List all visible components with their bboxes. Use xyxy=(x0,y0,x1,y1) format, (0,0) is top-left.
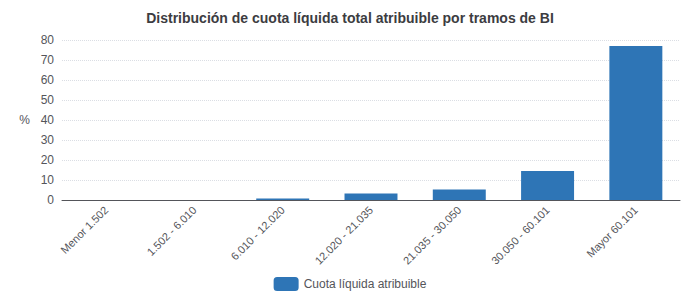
svg-text:1.502 - 6.010: 1.502 - 6.010 xyxy=(144,204,198,258)
svg-text:Menor 1.502: Menor 1.502 xyxy=(58,204,110,256)
svg-text:80: 80 xyxy=(41,33,55,47)
svg-text:70: 70 xyxy=(41,53,55,67)
svg-text:12.020 - 21.035: 12.020 - 21.035 xyxy=(312,204,375,267)
svg-text:21.035 - 30.050: 21.035 - 30.050 xyxy=(401,204,464,267)
svg-text:10: 10 xyxy=(41,173,55,187)
svg-text:40: 40 xyxy=(41,113,55,127)
svg-text:60: 60 xyxy=(41,73,55,87)
svg-text:6.010 - 12.020: 6.010 - 12.020 xyxy=(228,204,287,263)
svg-text:Distribución de cuota líquida: Distribución de cuota líquida total atri… xyxy=(146,10,554,26)
svg-text:0: 0 xyxy=(47,193,54,207)
svg-text:%: % xyxy=(19,113,30,127)
svg-text:30: 30 xyxy=(41,133,55,147)
svg-text:Cuota líquida atribuible: Cuota líquida atribuible xyxy=(304,277,427,291)
svg-text:50: 50 xyxy=(41,93,55,107)
svg-text:20: 20 xyxy=(41,153,55,167)
svg-text:30.050 - 60.101: 30.050 - 60.101 xyxy=(489,204,552,267)
svg-text:Mayor 60.101: Mayor 60.101 xyxy=(584,204,640,260)
